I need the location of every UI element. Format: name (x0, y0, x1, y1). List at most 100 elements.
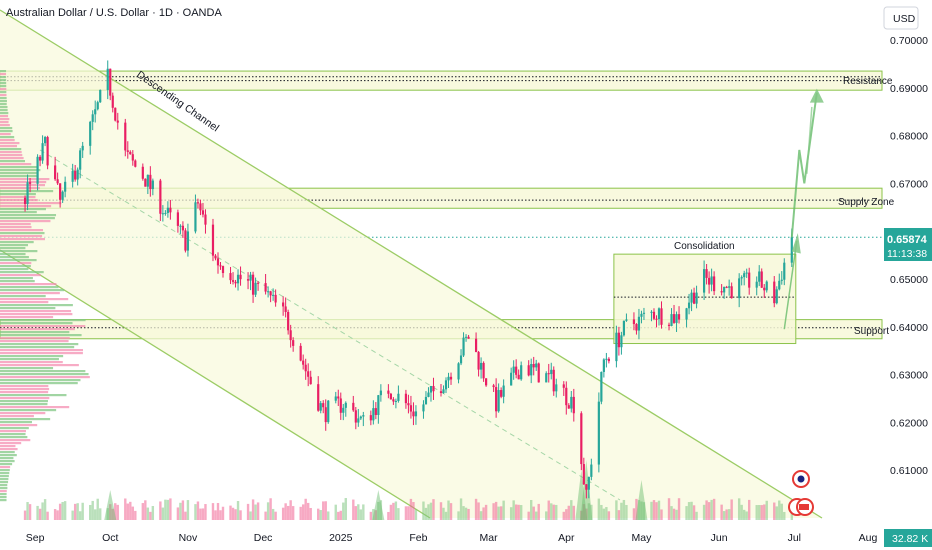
candle[interactable] (763, 284, 766, 298)
candle[interactable] (216, 252, 220, 274)
candle[interactable] (256, 281, 260, 291)
candle[interactable] (357, 408, 360, 427)
candle[interactable] (304, 358, 307, 380)
pair-icon-top[interactable] (792, 470, 810, 488)
candle[interactable] (622, 320, 626, 337)
candle[interactable] (477, 350, 480, 377)
candle[interactable] (442, 385, 445, 394)
candle[interactable] (221, 265, 225, 278)
candle[interactable] (447, 372, 450, 389)
candle[interactable] (409, 395, 413, 419)
candle[interactable] (497, 383, 500, 413)
candle[interactable] (652, 308, 656, 321)
candle[interactable] (141, 163, 144, 181)
candle[interactable] (552, 366, 555, 396)
candle[interactable] (94, 100, 97, 123)
candle[interactable] (570, 391, 573, 413)
candle[interactable] (289, 324, 292, 348)
candle[interactable] (99, 89, 102, 103)
candle[interactable] (372, 400, 375, 425)
candle[interactable] (738, 273, 741, 308)
candle[interactable] (379, 384, 382, 402)
candle[interactable] (730, 282, 733, 299)
candle[interactable] (89, 120, 92, 155)
candle[interactable] (169, 199, 172, 220)
candle[interactable] (79, 148, 82, 179)
candle[interactable] (607, 357, 610, 364)
candle[interactable] (179, 224, 182, 234)
candle[interactable] (61, 190, 64, 203)
candle[interactable] (166, 201, 169, 218)
candle[interactable] (617, 326, 621, 356)
candle[interactable] (675, 311, 678, 332)
candle[interactable] (342, 403, 345, 421)
candle[interactable] (292, 337, 295, 352)
candle[interactable] (605, 352, 608, 368)
candle[interactable] (54, 156, 57, 181)
candle[interactable] (580, 411, 583, 471)
candle[interactable] (319, 400, 322, 414)
candle[interactable] (765, 280, 768, 293)
candle[interactable] (562, 381, 565, 396)
candle[interactable] (464, 334, 468, 342)
candle[interactable] (41, 135, 44, 164)
candle[interactable] (702, 260, 706, 300)
candle[interactable] (211, 218, 215, 262)
candle[interactable] (650, 310, 653, 322)
candle[interactable] (567, 403, 570, 409)
candle[interactable] (126, 141, 129, 159)
candle[interactable] (449, 372, 453, 385)
candle[interactable] (239, 266, 242, 286)
candles-layer[interactable] (23, 60, 793, 499)
candle[interactable] (692, 287, 696, 305)
candle[interactable] (59, 183, 62, 208)
candle[interactable] (164, 210, 167, 216)
candle[interactable] (597, 392, 600, 473)
candle[interactable] (151, 178, 154, 196)
candle[interactable] (76, 167, 79, 186)
candle[interactable] (204, 209, 207, 234)
candle[interactable] (387, 384, 390, 399)
candle[interactable] (264, 273, 267, 295)
candle[interactable] (146, 174, 149, 195)
candle[interactable] (725, 285, 728, 289)
candle[interactable] (655, 315, 658, 328)
candle[interactable] (184, 228, 187, 253)
candle[interactable] (642, 307, 646, 320)
candle[interactable] (745, 268, 748, 278)
candle[interactable] (515, 359, 518, 379)
candle[interactable] (352, 395, 355, 412)
candle[interactable] (134, 159, 137, 168)
candle[interactable] (705, 263, 708, 285)
candle[interactable] (459, 349, 463, 366)
candle[interactable] (723, 286, 726, 299)
candle[interactable] (176, 209, 180, 233)
candle[interactable] (429, 385, 433, 402)
candle[interactable] (512, 360, 515, 380)
candle[interactable] (672, 304, 676, 324)
candle[interactable] (38, 155, 42, 167)
candle[interactable] (251, 271, 255, 303)
candle[interactable] (26, 174, 29, 211)
candle[interactable] (354, 407, 357, 430)
candle[interactable] (299, 343, 302, 362)
candle[interactable] (199, 199, 202, 216)
candle[interactable] (710, 268, 713, 292)
candle[interactable] (131, 150, 134, 166)
candle[interactable] (778, 273, 781, 291)
candle[interactable] (422, 400, 425, 419)
candle[interactable] (572, 388, 575, 422)
candle[interactable] (439, 384, 443, 397)
candle[interactable] (758, 265, 761, 287)
candle[interactable] (775, 286, 778, 305)
candle[interactable] (713, 271, 716, 296)
candle[interactable] (755, 276, 758, 296)
candle[interactable] (500, 387, 503, 399)
candle[interactable] (773, 276, 776, 308)
candle[interactable] (214, 254, 217, 261)
candle[interactable] (36, 154, 39, 191)
candle[interactable] (229, 266, 232, 284)
candle[interactable] (550, 362, 553, 380)
candle[interactable] (201, 202, 205, 218)
candle[interactable] (287, 309, 290, 335)
